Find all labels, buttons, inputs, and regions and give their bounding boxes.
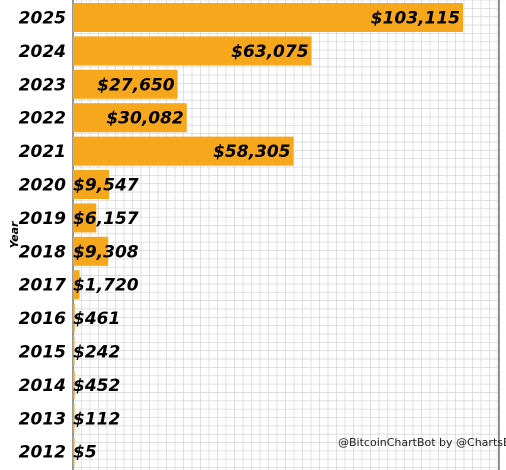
value-label-2024: $63,075 — [231, 42, 308, 62]
bar-2025 — [73, 3, 463, 32]
value-label-2022: $30,082 — [106, 109, 183, 129]
y-tick-2025: 2025 — [19, 9, 66, 29]
bar-2016 — [73, 303, 75, 333]
y-tick-2012: 2012 — [19, 443, 66, 463]
value-labels: $103,115 $63,075 $27,650 $30,082 $58,305 $9,5… — [73, 9, 460, 463]
y-axis-title: Year — [8, 221, 21, 248]
value-label-2016: $461 — [73, 309, 120, 329]
bar-2013 — [73, 403, 75, 433]
value-label-2014: $452 — [73, 376, 120, 396]
y-tick-2013: 2013 — [19, 409, 66, 429]
bar-2015 — [73, 337, 75, 366]
y-tick-2024: 2024 — [19, 42, 66, 62]
bar-2014 — [73, 370, 75, 400]
y-tick-2016: 2016 — [19, 309, 66, 329]
value-label-2018: $9,308 — [73, 242, 139, 262]
bar-2018 — [73, 236, 109, 266]
y-tick-2021: 2021 — [19, 142, 66, 162]
bar-2019 — [73, 203, 97, 233]
value-label-2020: $9,547 — [73, 176, 139, 196]
bar-2021 — [73, 136, 294, 166]
bar-2022 — [73, 103, 187, 133]
y-tick-2017: 2017 — [19, 276, 66, 296]
value-label-2012: $5 — [73, 443, 97, 463]
value-label-2023: $27,650 — [97, 75, 175, 95]
y-tick-labels: 2025 2024 2023 2022 2021 2020 2019 2018 2017 2016… — [19, 9, 66, 463]
value-label-2015: $242 — [73, 343, 120, 363]
bars-group — [73, 3, 463, 467]
credit-annotation: @BitcoinChartBot by @ChartsBTC — [338, 436, 506, 449]
y-tick-2019: 2019 — [19, 209, 66, 229]
y-tick-2022: 2022 — [19, 109, 66, 129]
value-label-2013: $112 — [73, 409, 120, 429]
bar-2017 — [73, 270, 80, 300]
y-tick-2018: 2018 — [19, 242, 66, 262]
bar-2020 — [73, 170, 110, 199]
value-label-2021: $58,305 — [213, 142, 290, 162]
y-tick-2015: 2015 — [19, 343, 66, 363]
value-label-2025: $103,115 — [371, 9, 460, 29]
bar-2023 — [73, 69, 178, 99]
y-tick-2023: 2023 — [19, 75, 66, 95]
bar-2024 — [73, 36, 312, 66]
y-tick-2014: 2014 — [19, 376, 66, 396]
value-label-2017: $1,720 — [73, 276, 139, 296]
value-label-2019: $6,157 — [73, 209, 139, 229]
y-tick-2020: 2020 — [19, 176, 66, 196]
bar-2012 — [73, 437, 75, 467]
